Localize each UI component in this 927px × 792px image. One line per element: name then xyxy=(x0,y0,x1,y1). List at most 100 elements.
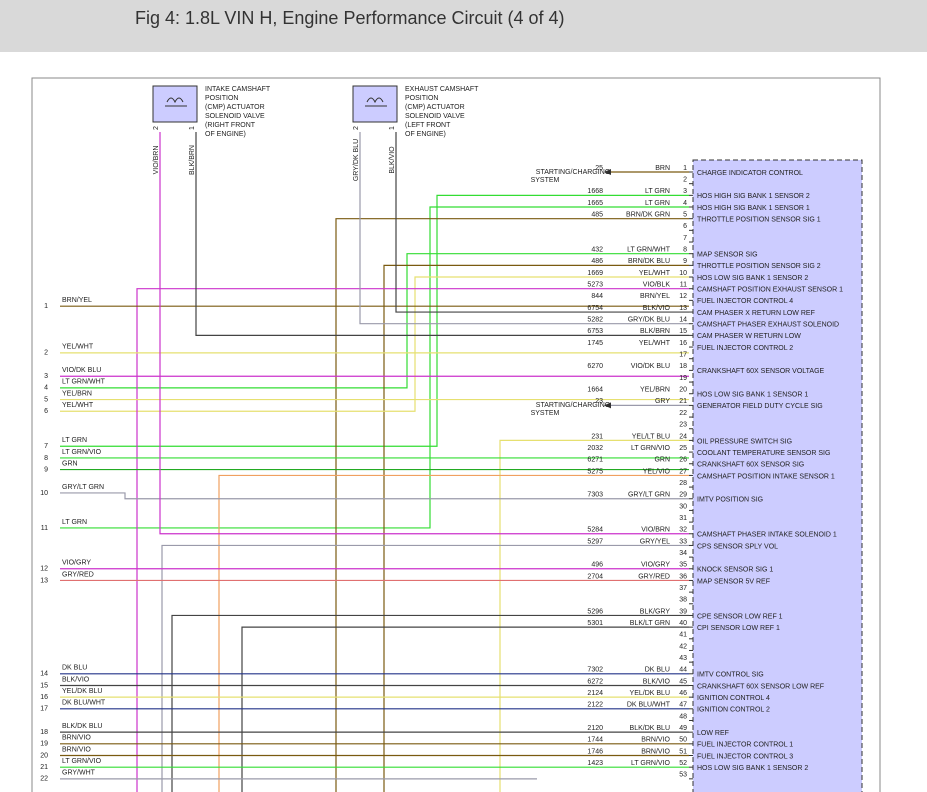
wire-color: YEL/WHT xyxy=(62,344,94,351)
wire xyxy=(218,474,689,792)
circuit-number: 2032 xyxy=(587,445,603,452)
pin-number: 47 xyxy=(679,702,687,709)
pin-function: CAMSHAFT POSITION INTAKE SENSOR 1 xyxy=(697,473,835,480)
pin-number: 46 xyxy=(679,690,687,697)
pin-number: 21 xyxy=(679,398,687,405)
wire-color: YEL/DK BLU xyxy=(62,688,102,695)
pin-function: CAM PHASER X RETURN LOW REF xyxy=(697,310,815,317)
system-label: SYSTEM xyxy=(531,177,560,184)
wire-number: 9 xyxy=(44,466,48,473)
circuit-number: 6753 xyxy=(587,328,603,335)
wire xyxy=(171,614,689,792)
component-label: OF ENGINE) xyxy=(205,131,246,138)
pin-label: 1 xyxy=(389,126,396,130)
pin-number: 23 xyxy=(679,422,687,429)
wire-color: BRN/DK BLU xyxy=(628,258,670,265)
pin-function: HOS LOW SIG BANK 1 SENSOR 2 xyxy=(697,765,808,772)
solenoid-box xyxy=(152,85,198,123)
solenoid-symbol xyxy=(365,97,387,107)
circuit-number: 1744 xyxy=(587,737,603,744)
pin-number: 1 xyxy=(683,165,687,172)
title: Fig 4: 1.8L VIN H, Engine Performance Ci… xyxy=(135,8,565,28)
circuit-number: 844 xyxy=(591,293,603,300)
pin-function: GENERATOR FIELD DUTY CYCLE SIG xyxy=(697,403,823,410)
wire xyxy=(60,253,689,389)
wire-color: GRY/YEL xyxy=(640,538,670,545)
wire-number: 22 xyxy=(40,776,48,783)
wire-number: 20 xyxy=(40,752,48,759)
pin-number: 50 xyxy=(679,737,687,744)
circuit-number: 1665 xyxy=(587,200,603,207)
circuit-number: 1664 xyxy=(587,387,603,394)
component-label: SOLENOID VALVE xyxy=(405,113,465,120)
wire-number: 13 xyxy=(40,577,48,584)
wire-color: LT GRN/WHT xyxy=(627,247,671,254)
pin-number: 27 xyxy=(679,468,687,475)
wire xyxy=(359,132,689,325)
pin-label: 1 xyxy=(189,126,196,130)
pin-function: COOLANT TEMPERATURE SENSOR SIG xyxy=(697,450,830,457)
wire-color: BRN/VIO xyxy=(641,737,670,744)
wire-number: 21 xyxy=(40,764,48,771)
pin-function: THROTTLE POSITION SENSOR SIG 2 xyxy=(697,263,821,270)
wire-color: BLK/BRN xyxy=(640,328,670,335)
wire-color: YEL/WHT xyxy=(639,270,671,277)
wire-number: 17 xyxy=(40,706,48,713)
wire-color: LT GRN xyxy=(645,188,670,195)
pin-function: CPI SENSOR LOW REF 1 xyxy=(697,625,780,632)
pin-function: OIL PRESSURE SWITCH SIG xyxy=(697,438,792,445)
pin-number: 39 xyxy=(679,608,687,615)
wire-color: LT GRN xyxy=(62,519,87,526)
wire-color: DK BLU xyxy=(645,667,670,674)
pin-number: 32 xyxy=(679,527,687,534)
pin-function: THROTTLE POSITION SENSOR SIG 1 xyxy=(697,217,821,224)
wire-number: 10 xyxy=(40,490,48,497)
wire-color: YEL/WHT xyxy=(639,340,671,347)
pin-number: 28 xyxy=(679,480,687,487)
circuit-number: 2120 xyxy=(587,725,603,732)
circuit-number: 5296 xyxy=(587,608,603,615)
circuit-number: 5301 xyxy=(587,620,603,627)
pin-number: 13 xyxy=(679,305,687,312)
pin-number: 9 xyxy=(683,258,687,265)
wire-color: VIO/BRN xyxy=(153,146,160,175)
pin-number: 22 xyxy=(679,410,687,417)
wire-number: 1 xyxy=(44,303,48,310)
pin-function: LOW REF xyxy=(697,730,729,737)
wire-color: LT GRN/VIO xyxy=(62,449,102,456)
wire-color: GRY/LT GRN xyxy=(62,484,104,491)
pin-number: 16 xyxy=(679,340,687,347)
pin-number: 6 xyxy=(683,223,687,230)
wire-color: VIO/GRY xyxy=(641,562,670,569)
pin-number: 10 xyxy=(679,270,687,277)
wire-number: 15 xyxy=(40,682,48,689)
pin-number: 24 xyxy=(679,433,687,440)
wire xyxy=(335,218,689,792)
component-label: POSITION xyxy=(405,95,438,102)
pin-number: 40 xyxy=(679,620,687,627)
pin-number: 19 xyxy=(679,375,687,382)
wire-number: 4 xyxy=(44,385,48,392)
pin-function: CRANKSHAFT 60X SENSOR LOW REF xyxy=(697,683,824,690)
pin-function: CAM PHASER W RETURN LOW xyxy=(697,333,801,340)
wire-color: GRY/RED xyxy=(62,571,94,578)
wire-color: BLK/GRY xyxy=(640,608,671,615)
wire-number: 3 xyxy=(44,373,48,380)
pin-function: HOS HIGH SIG BANK 1 SENSOR 2 xyxy=(697,193,810,200)
wire-number: 7 xyxy=(44,443,48,450)
pin-number: 51 xyxy=(679,748,687,755)
wire-number: 5 xyxy=(44,396,48,403)
pin-function: IMTV CONTROL SIG xyxy=(697,672,764,679)
wire xyxy=(60,194,689,447)
pin-number: 12 xyxy=(679,293,687,300)
pin-number: 30 xyxy=(679,503,687,510)
pin-function: HOS HIGH SIG BANK 1 SENSOR 1 xyxy=(697,205,810,212)
pin-number: 33 xyxy=(679,538,687,545)
solenoid-box xyxy=(352,85,398,123)
wire-color: BRN/VIO xyxy=(641,748,670,755)
wire-color: LT GRN/WHT xyxy=(62,379,106,386)
pin-function: MAP SENSOR 5V REF xyxy=(697,578,770,585)
pin-function: FUEL INJECTOR CONTROL 1 xyxy=(697,742,793,749)
wire-color: YEL/BRN xyxy=(62,390,92,397)
system-label: STARTING/CHARGING xyxy=(536,169,610,176)
